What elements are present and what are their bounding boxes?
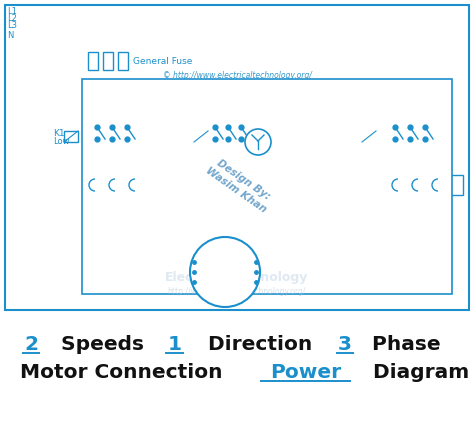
Text: Star: Star — [272, 142, 289, 151]
Text: w2: w2 — [245, 279, 255, 285]
Text: w1: w1 — [193, 279, 203, 285]
Text: L3: L3 — [7, 21, 17, 30]
Text: Overload Relay 1: Overload Relay 1 — [164, 181, 242, 190]
Text: v2: v2 — [245, 269, 254, 275]
Bar — [64, 131, 78, 142]
Text: High: High — [345, 136, 365, 145]
Bar — [388, 175, 463, 195]
Bar — [82, 79, 452, 294]
Text: General Fuse: General Fuse — [133, 56, 192, 65]
Text: 1: 1 — [167, 336, 182, 355]
Text: L2: L2 — [7, 14, 17, 23]
Text: Design By:
Wasim Khan: Design By: Wasim Khan — [204, 155, 276, 215]
Bar — [103, 52, 113, 70]
Text: Motor: Motor — [209, 284, 241, 294]
Text: Direction: Direction — [201, 336, 319, 355]
Text: © http://www.electricaltechnology.org/: © http://www.electricaltechnology.org/ — [163, 71, 311, 80]
Circle shape — [190, 237, 260, 307]
Text: Diagram: Diagram — [366, 363, 470, 382]
Text: Low: Low — [53, 136, 70, 145]
Bar — [85, 175, 160, 195]
Text: 3: 3 — [338, 336, 352, 355]
Circle shape — [245, 129, 271, 155]
Text: L1: L1 — [7, 7, 17, 16]
Text: u2: u2 — [245, 259, 254, 265]
Text: K2: K2 — [272, 132, 283, 142]
Text: 3 φ: 3 φ — [215, 269, 235, 279]
Bar — [88, 52, 98, 70]
Bar — [362, 131, 376, 142]
Text: Overload Relay 2: Overload Relay 2 — [340, 181, 418, 190]
Text: ElectricalTechnology: ElectricalTechnology — [165, 271, 309, 284]
Text: http://www.electricaltechnology.org/: http://www.electricaltechnology.org/ — [168, 287, 306, 295]
Bar — [5, 5, 469, 310]
Text: Motor Connection: Motor Connection — [20, 363, 229, 382]
Text: Phase: Phase — [365, 336, 441, 355]
Text: K3: K3 — [345, 129, 356, 138]
Bar — [118, 52, 128, 70]
Bar — [194, 131, 208, 142]
Text: u1: u1 — [193, 259, 202, 265]
Text: N: N — [219, 239, 225, 248]
Text: v1: v1 — [193, 269, 201, 275]
Text: N: N — [7, 31, 13, 40]
Text: Power: Power — [270, 363, 341, 382]
Text: 2: 2 — [24, 336, 38, 355]
Text: K1: K1 — [53, 129, 64, 138]
Text: Speeds: Speeds — [55, 336, 151, 355]
